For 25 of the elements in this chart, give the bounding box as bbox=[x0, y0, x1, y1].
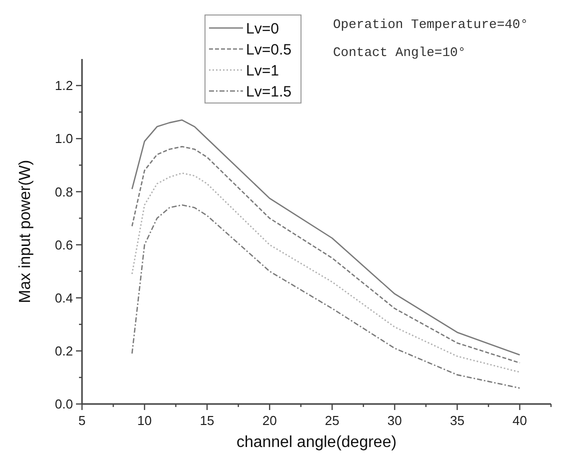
y-tick-label: 0.4 bbox=[54, 290, 73, 306]
line-series bbox=[131, 204, 520, 389]
x-tick-label: 20 bbox=[262, 413, 277, 428]
legend-label: Lv=0 bbox=[246, 20, 279, 38]
x-tick-label: 30 bbox=[387, 413, 402, 428]
x-tick-label: 25 bbox=[324, 413, 340, 428]
text: Operation Temperature=40° bbox=[333, 17, 528, 32]
x-axis-title: channel angle(degree) bbox=[236, 434, 397, 451]
legend-label: Lv=1.5 bbox=[246, 83, 292, 100]
legend-label: Lv=1 bbox=[246, 62, 279, 80]
x-tick-label: 10 bbox=[137, 413, 152, 428]
y-tick-label: 0.8 bbox=[54, 184, 73, 200]
x-tick-label: 5 bbox=[78, 413, 86, 428]
x-tick-label: 35 bbox=[450, 413, 464, 428]
line-series bbox=[131, 172, 520, 373]
x-tick-label: 15 bbox=[200, 413, 214, 428]
y-axis-title: Max input power(W) bbox=[17, 160, 34, 304]
x-tick-label: 40 bbox=[512, 413, 527, 428]
y-tick-label: 1.2 bbox=[54, 78, 73, 94]
y-tick-label: 0.2 bbox=[54, 343, 73, 358]
y-tick-label: 0.6 bbox=[54, 237, 73, 252]
legend-label: Lv=0.5 bbox=[246, 41, 292, 58]
y-tick-label: 0.0 bbox=[54, 396, 73, 412]
annotation: Contact Angle=10° bbox=[333, 45, 466, 60]
y-tick-label: 1.0 bbox=[54, 131, 73, 146]
